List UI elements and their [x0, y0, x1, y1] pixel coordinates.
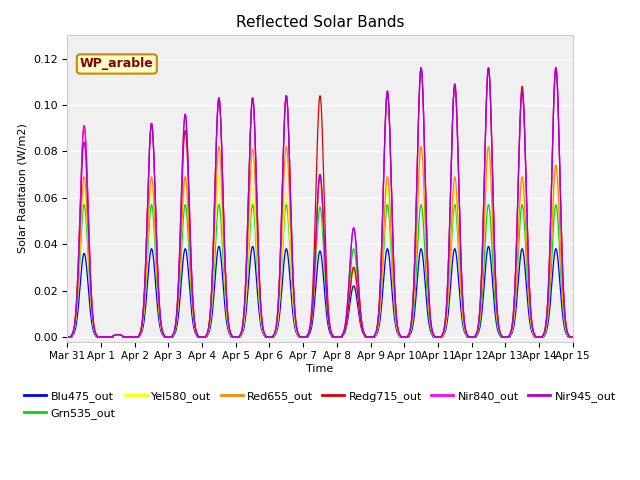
Red655_out [405, 332, 413, 338]
Yel580_out [63, 334, 71, 340]
Grn535_out [154, 300, 162, 306]
Redg715_out [301, 334, 308, 340]
Nir945_out [461, 326, 469, 332]
Line: Yel580_out: Yel580_out [67, 147, 573, 337]
Nir945_out [569, 334, 577, 340]
Nir840_out [301, 334, 308, 340]
Nir840_out [433, 334, 441, 340]
Line: Red655_out: Red655_out [67, 147, 573, 337]
Nir945_out [63, 334, 71, 340]
Line: Nir840_out: Nir840_out [67, 68, 573, 337]
Grn535_out [405, 333, 413, 338]
X-axis label: Time: Time [307, 364, 333, 374]
Blu475_out [63, 334, 71, 340]
Redg715_out [63, 334, 71, 340]
Yel580_out [433, 334, 441, 340]
Nir840_out [568, 334, 576, 340]
Grn535_out [569, 334, 577, 340]
Red655_out [461, 329, 469, 335]
Nir945_out [552, 65, 560, 71]
Grn535_out [433, 334, 441, 340]
Redg715_out [461, 327, 469, 333]
Grn535_out [301, 334, 308, 340]
Blu475_out [433, 334, 441, 340]
Nir840_out [461, 326, 469, 332]
Blu475_out [301, 334, 308, 340]
Line: Redg715_out: Redg715_out [67, 68, 573, 337]
Blu475_out [568, 334, 576, 340]
Red655_out [484, 144, 492, 150]
Red655_out [301, 334, 308, 340]
Blu475_out [484, 243, 492, 249]
Yel580_out [568, 334, 576, 340]
Redg715_out [154, 277, 162, 283]
Nir945_out [568, 334, 576, 340]
Redg715_out [568, 334, 576, 340]
Redg715_out [569, 334, 577, 340]
Text: WP_arable: WP_arable [80, 58, 154, 71]
Yel580_out [301, 334, 308, 340]
Grn535_out [63, 334, 71, 340]
Nir945_out [301, 334, 308, 340]
Red655_out [63, 334, 71, 340]
Y-axis label: Solar Raditaion (W/m2): Solar Raditaion (W/m2) [17, 123, 28, 253]
Legend: Blu475_out, Grn535_out, Yel580_out, Red655_out, Redg715_out, Nir840_out, Nir945_: Blu475_out, Grn535_out, Yel580_out, Red6… [20, 387, 620, 423]
Grn535_out [462, 330, 470, 336]
Redg715_out [405, 331, 413, 337]
Red655_out [154, 291, 162, 297]
Grn535_out [568, 334, 576, 340]
Line: Blu475_out: Blu475_out [67, 246, 573, 337]
Blu475_out [569, 334, 577, 340]
Yel580_out [405, 332, 413, 338]
Nir945_out [154, 277, 162, 283]
Redg715_out [433, 334, 441, 340]
Nir840_out [552, 65, 560, 71]
Red655_out [433, 334, 441, 340]
Grn535_out [80, 202, 88, 207]
Nir840_out [154, 277, 162, 283]
Red655_out [569, 334, 577, 340]
Redg715_out [552, 65, 560, 71]
Yel580_out [461, 330, 469, 336]
Yel580_out [154, 294, 162, 300]
Nir840_out [569, 334, 577, 340]
Red655_out [568, 334, 576, 340]
Blu475_out [154, 311, 162, 316]
Nir840_out [63, 334, 71, 340]
Yel580_out [484, 144, 492, 150]
Yel580_out [569, 334, 577, 340]
Nir840_out [405, 331, 413, 337]
Line: Grn535_out: Grn535_out [67, 204, 573, 337]
Nir945_out [405, 331, 413, 337]
Line: Nir945_out: Nir945_out [67, 68, 573, 337]
Blu475_out [461, 331, 469, 337]
Blu475_out [405, 334, 413, 340]
Nir945_out [433, 334, 441, 340]
Title: Reflected Solar Bands: Reflected Solar Bands [236, 15, 404, 30]
